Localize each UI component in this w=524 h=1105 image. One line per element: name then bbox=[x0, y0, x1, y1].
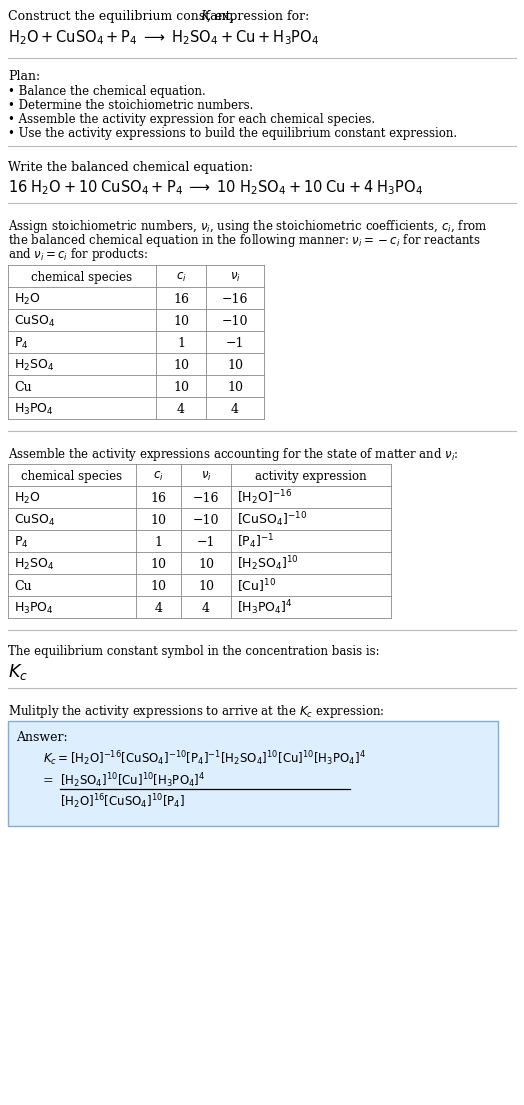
Text: −1: −1 bbox=[196, 536, 215, 548]
Text: activity expression: activity expression bbox=[255, 470, 367, 483]
Text: $\mathit{\nu_i}$: $\mathit{\nu_i}$ bbox=[201, 470, 211, 483]
Text: $[\mathrm{H_3PO_4}]^{4}$: $[\mathrm{H_3PO_4}]^{4}$ bbox=[237, 599, 293, 618]
Text: Write the balanced chemical equation:: Write the balanced chemical equation: bbox=[8, 161, 253, 173]
Text: 10: 10 bbox=[227, 380, 243, 393]
Text: Assemble the activity expressions accounting for the state of matter and $\mathi: Assemble the activity expressions accoun… bbox=[8, 446, 458, 463]
Text: Plan:: Plan: bbox=[8, 70, 40, 83]
Text: $\mathrm{H_3PO_4}$: $\mathrm{H_3PO_4}$ bbox=[14, 600, 54, 615]
Text: −10: −10 bbox=[193, 514, 219, 527]
Text: $\mathrm{CuSO_4}$: $\mathrm{CuSO_4}$ bbox=[14, 513, 56, 528]
Text: 4: 4 bbox=[155, 601, 162, 614]
Text: 1: 1 bbox=[177, 337, 185, 349]
Text: the balanced chemical equation in the following manner: $\mathit{\nu_i} = -\math: the balanced chemical equation in the fo… bbox=[8, 232, 481, 249]
Text: 10: 10 bbox=[198, 580, 214, 592]
Text: $\mathit{\nu_i}$: $\mathit{\nu_i}$ bbox=[230, 271, 241, 284]
Text: chemical species: chemical species bbox=[31, 271, 133, 284]
Text: −16: −16 bbox=[193, 492, 219, 505]
Text: $\mathrm{H_2O + CuSO_4 + P_4} \;\longrightarrow\; \mathrm{H_2SO_4 + Cu + H_3PO_4: $\mathrm{H_2O + CuSO_4 + P_4} \;\longrig… bbox=[8, 28, 320, 46]
Text: Cu: Cu bbox=[14, 380, 31, 393]
Text: 10: 10 bbox=[198, 558, 214, 570]
Text: $\mathit{c_i}$: $\mathit{c_i}$ bbox=[176, 271, 187, 284]
Text: $K_c = [\mathrm{H_2O}]^{-16}[\mathrm{CuSO_4}]^{-10}[\mathrm{P_4}]^{-1}[\mathrm{H: $K_c = [\mathrm{H_2O}]^{-16}[\mathrm{CuS… bbox=[43, 749, 366, 768]
Text: $[\mathrm{Cu}]^{10}$: $[\mathrm{Cu}]^{10}$ bbox=[237, 577, 276, 594]
Text: 16: 16 bbox=[173, 293, 189, 306]
Text: 16: 16 bbox=[150, 492, 167, 505]
Text: $\mathrm{P_4}$: $\mathrm{P_4}$ bbox=[14, 336, 29, 350]
Text: The equilibrium constant symbol in the concentration basis is:: The equilibrium constant symbol in the c… bbox=[8, 645, 379, 657]
Text: −10: −10 bbox=[222, 315, 248, 327]
Text: 10: 10 bbox=[227, 359, 243, 371]
Text: 10: 10 bbox=[150, 558, 167, 570]
Text: 10: 10 bbox=[173, 359, 189, 371]
Text: $\mathit{c_i}$: $\mathit{c_i}$ bbox=[153, 470, 164, 483]
Text: 10: 10 bbox=[173, 380, 189, 393]
Text: $\mathrm{H_2O}$: $\mathrm{H_2O}$ bbox=[14, 292, 40, 307]
Text: Construct the equilibrium constant,: Construct the equilibrium constant, bbox=[8, 10, 238, 23]
Text: , expression for:: , expression for: bbox=[207, 10, 309, 23]
Text: $[\mathrm{CuSO_4}]^{-10}$: $[\mathrm{CuSO_4}]^{-10}$ bbox=[237, 511, 307, 529]
Text: 4: 4 bbox=[202, 601, 210, 614]
Text: • Use the activity expressions to build the equilibrium constant expression.: • Use the activity expressions to build … bbox=[8, 127, 457, 140]
Text: Mulitply the activity expressions to arrive at the $K_c$ expression:: Mulitply the activity expressions to arr… bbox=[8, 703, 385, 720]
Text: $[\mathrm{H_2SO_4}]^{10}$: $[\mathrm{H_2SO_4}]^{10}$ bbox=[237, 555, 299, 573]
Text: Answer:: Answer: bbox=[16, 732, 68, 744]
Text: $\mathrm{16\;H_2O + 10\;CuSO_4 + P_4} \;\longrightarrow\; \mathrm{10\;H_2SO_4 + : $\mathrm{16\;H_2O + 10\;CuSO_4 + P_4} \;… bbox=[8, 178, 423, 197]
Text: $\mathrm{H_2O}$: $\mathrm{H_2O}$ bbox=[14, 491, 40, 506]
Text: and $\mathit{\nu_i} = \mathit{c_i}$ for products:: and $\mathit{\nu_i} = \mathit{c_i}$ for … bbox=[8, 246, 148, 263]
Text: $\mathrm{H_2SO_4}$: $\mathrm{H_2SO_4}$ bbox=[14, 358, 54, 372]
Text: $\mathrm{H_2SO_4}$: $\mathrm{H_2SO_4}$ bbox=[14, 557, 54, 571]
Text: 10: 10 bbox=[150, 514, 167, 527]
Text: 10: 10 bbox=[150, 580, 167, 592]
Text: chemical species: chemical species bbox=[21, 470, 123, 483]
Text: • Determine the stoichiometric numbers.: • Determine the stoichiometric numbers. bbox=[8, 99, 254, 112]
Text: =: = bbox=[43, 775, 53, 788]
Text: 1: 1 bbox=[155, 536, 162, 548]
Text: • Balance the chemical equation.: • Balance the chemical equation. bbox=[8, 85, 206, 98]
Text: • Assemble the activity expression for each chemical species.: • Assemble the activity expression for e… bbox=[8, 113, 375, 126]
Text: $\mathrm{P_4}$: $\mathrm{P_4}$ bbox=[14, 535, 29, 549]
Text: $[\mathrm{H_2O}]^{16}[\mathrm{CuSO_4}]^{10}[\mathrm{P_4}]$: $[\mathrm{H_2O}]^{16}[\mathrm{CuSO_4}]^{… bbox=[60, 792, 185, 811]
Text: 4: 4 bbox=[177, 402, 185, 415]
Text: $[\mathrm{H_2O}]^{-16}$: $[\mathrm{H_2O}]^{-16}$ bbox=[237, 488, 292, 507]
Text: 10: 10 bbox=[173, 315, 189, 327]
Text: 4: 4 bbox=[231, 402, 239, 415]
Text: Cu: Cu bbox=[14, 580, 31, 592]
Text: $\mathrm{CuSO_4}$: $\mathrm{CuSO_4}$ bbox=[14, 314, 56, 328]
FancyBboxPatch shape bbox=[8, 720, 498, 827]
Text: $\mathrm{H_3PO_4}$: $\mathrm{H_3PO_4}$ bbox=[14, 401, 54, 417]
Text: $K_c$: $K_c$ bbox=[8, 662, 28, 682]
Text: $[\mathrm{P_4}]^{-1}$: $[\mathrm{P_4}]^{-1}$ bbox=[237, 533, 275, 551]
Text: Assign stoichiometric numbers, $\mathit{\nu_i}$, using the stoichiometric coeffi: Assign stoichiometric numbers, $\mathit{… bbox=[8, 218, 488, 235]
Text: $[\mathrm{H_2SO_4}]^{10}[\mathrm{Cu}]^{10}[\mathrm{H_3PO_4}]^{4}$: $[\mathrm{H_2SO_4}]^{10}[\mathrm{Cu}]^{1… bbox=[60, 771, 205, 790]
Text: −1: −1 bbox=[226, 337, 244, 349]
Text: K: K bbox=[200, 10, 210, 23]
Text: −16: −16 bbox=[222, 293, 248, 306]
